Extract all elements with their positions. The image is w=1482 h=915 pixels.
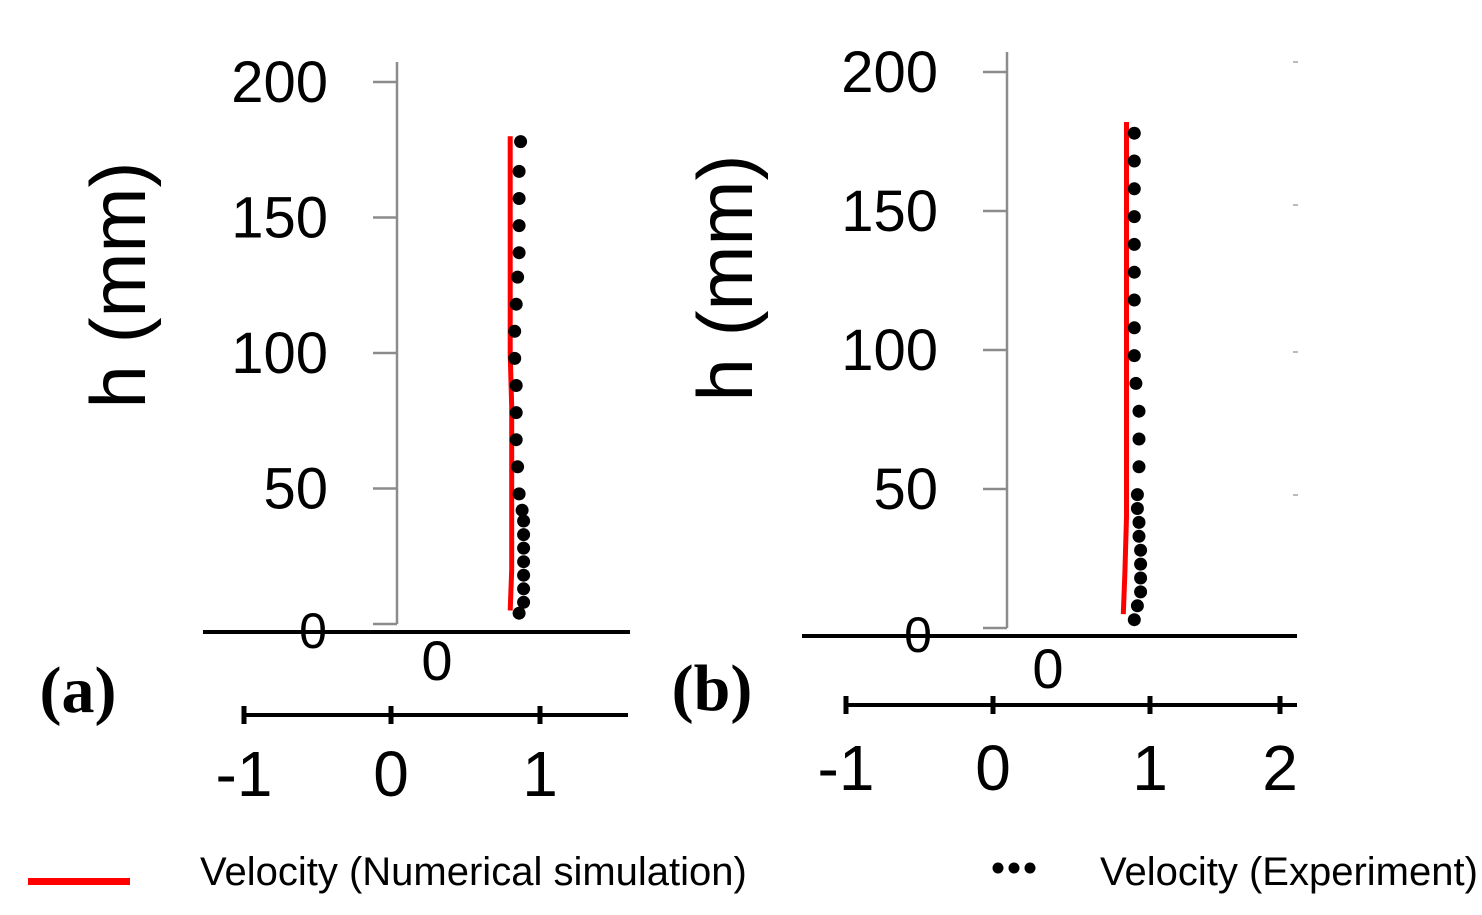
- experiment-velocity-point: [1130, 488, 1144, 502]
- experiment-velocity-point: [1130, 502, 1144, 515]
- experiment-velocity-point: [1134, 571, 1148, 585]
- experiment-velocity-point: [1127, 265, 1141, 279]
- y-tick-label: 200: [841, 40, 938, 105]
- experiment-velocity-point: [509, 433, 523, 447]
- y-tick-label: 50: [263, 457, 328, 522]
- experiment-velocity-point: [1132, 404, 1146, 418]
- experiment-velocity-point: [1132, 460, 1146, 474]
- experiment-velocity-point: [512, 487, 526, 501]
- experiment-velocity-point: [1129, 376, 1143, 390]
- experiment-velocity-point: [512, 192, 526, 205]
- velocity-axis-tick-label: -1: [216, 738, 273, 810]
- y-tick-label: 100: [231, 321, 328, 386]
- experiment-velocity-point: [1134, 543, 1148, 557]
- experiment-velocity-point: [517, 568, 531, 582]
- experiment-velocity-point: [1127, 210, 1141, 224]
- experiment-velocity-point: [1132, 515, 1146, 529]
- experiment-velocity-point: [1127, 154, 1141, 168]
- velocity-axis-tick-label: 1: [1132, 732, 1168, 804]
- y-tick-label: 150: [841, 179, 938, 244]
- velocity-axis-tick-label: 0: [975, 732, 1011, 804]
- experiment-velocity-point: [1127, 293, 1141, 307]
- experiment-velocity-point: [508, 324, 522, 338]
- simulation-velocity-line: [1120, 122, 1129, 615]
- experiment-velocity-point: [511, 460, 525, 474]
- legend-experiment-label: Velocity (Experiment): [1100, 850, 1478, 894]
- experiment-velocity-point: [517, 541, 531, 555]
- velocity-axis-tick-label: 1: [522, 738, 558, 810]
- legend-simulation-swatch: [28, 878, 130, 885]
- panel-label: (b): [672, 652, 753, 725]
- experiment-velocity-point: [1127, 321, 1141, 335]
- experiment-velocity-point: [508, 351, 522, 365]
- experiment-velocity-point: [517, 555, 531, 569]
- experiment-velocity-point: [517, 528, 531, 542]
- y-axis-title: h (mm): [74, 162, 162, 409]
- experiment-velocity-point: [1127, 237, 1141, 251]
- experiment-velocity-point: [511, 270, 525, 284]
- velocity-axis-tick-label: -1: [818, 732, 875, 804]
- velocity-axis-tick-label: 2: [1262, 732, 1298, 804]
- experiment-velocity-point: [512, 164, 526, 178]
- experiment-velocity-point: [514, 135, 528, 149]
- experiment-velocity-point: [1134, 585, 1148, 599]
- experiment-velocity-point: [512, 246, 526, 260]
- y-tick-label: 50: [873, 457, 938, 522]
- experiment-velocity-point: [1132, 529, 1146, 543]
- legend-experiment-marker: [992, 862, 1036, 874]
- experiment-velocity-point: [517, 514, 531, 528]
- experiment-velocity-point: [1127, 126, 1141, 140]
- experiment-velocity-point: [1134, 557, 1148, 571]
- x-zero-label: 0: [1032, 637, 1063, 700]
- experiment-velocity-point: [512, 606, 526, 620]
- experiment-velocity-point: [1127, 349, 1141, 363]
- y-axis-title: h (mm): [681, 155, 769, 402]
- y-tick-label: 200: [231, 50, 328, 115]
- y-tick-label: 150: [231, 186, 328, 251]
- experiment-velocity-point: [517, 595, 531, 609]
- experiment-velocity-point: [517, 582, 531, 596]
- x-zero-label: 0: [421, 629, 452, 692]
- y-tick-label: 100: [841, 318, 938, 383]
- legend-simulation-label: Velocity (Numerical simulation): [200, 850, 747, 894]
- experiment-velocity-point: [1132, 432, 1146, 446]
- experiment-velocity-point: [515, 503, 529, 517]
- simulation-velocity-line: [507, 136, 515, 611]
- experiment-velocity-point: [1127, 613, 1141, 627]
- experiment-velocity-point: [509, 406, 523, 420]
- experiment-velocity-point: [1127, 182, 1141, 196]
- panel-label: (a): [40, 654, 117, 727]
- experiment-velocity-point: [509, 379, 523, 392]
- experiment-velocity-point: [509, 297, 523, 311]
- experiment-velocity-point: [1130, 599, 1144, 613]
- velocity-axis-tick-label: 0: [373, 738, 409, 810]
- experiment-velocity-point: [512, 219, 526, 233]
